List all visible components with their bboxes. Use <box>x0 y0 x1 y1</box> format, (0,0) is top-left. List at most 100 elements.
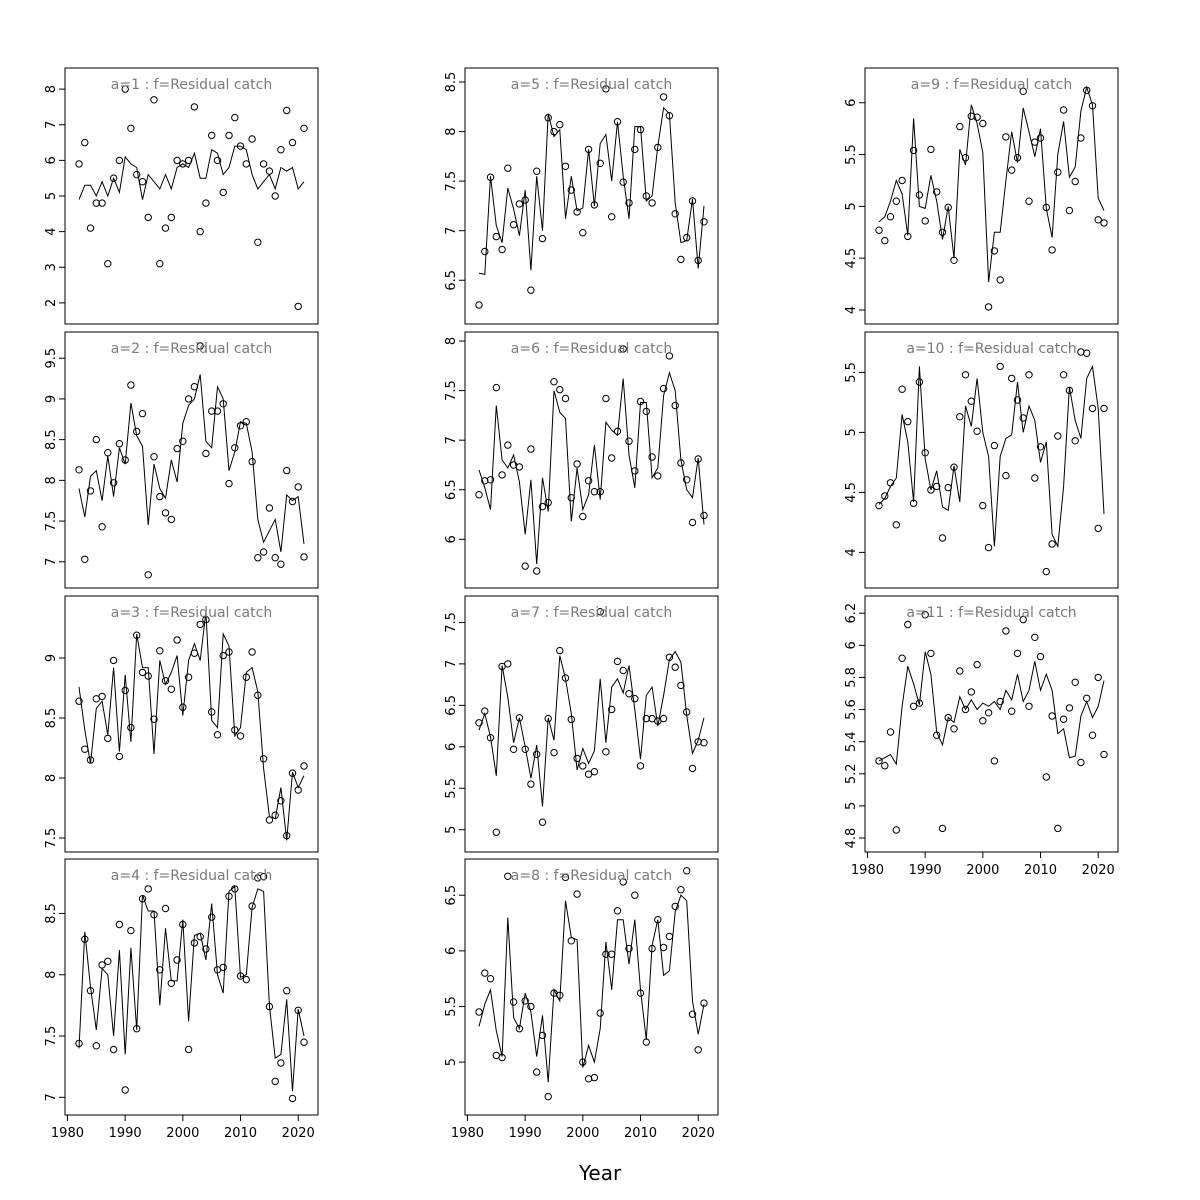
observed-point <box>933 731 941 739</box>
observed-point <box>81 745 89 753</box>
observed-point <box>602 394 610 403</box>
y-tick-label: 7 <box>444 227 459 235</box>
observed-point <box>1059 106 1068 114</box>
observed-point <box>875 501 883 510</box>
observed-point <box>527 1002 535 1011</box>
y-tick-label: 4.5 <box>844 482 859 503</box>
y-tick-label: 5 <box>844 202 859 210</box>
observed-point <box>481 477 489 485</box>
observed-point <box>898 176 906 185</box>
panel-frame <box>864 331 1119 589</box>
observed-point <box>115 920 124 929</box>
observed-point <box>1088 102 1097 110</box>
observed-point <box>521 997 529 1005</box>
y-tick-label: 4 <box>844 548 859 556</box>
observed-point <box>602 85 610 93</box>
observed-point <box>104 957 112 965</box>
observed-point <box>619 878 627 886</box>
panel-frame <box>864 595 1119 853</box>
observed-point <box>590 201 599 209</box>
y-tick-label: 6 <box>44 156 59 164</box>
observed-point <box>683 233 691 242</box>
observed-point <box>184 673 193 681</box>
fitted-line <box>478 106 705 275</box>
observed-point <box>596 1009 604 1017</box>
observed-point <box>127 723 135 732</box>
observed-point <box>683 867 691 875</box>
observed-point <box>904 232 912 241</box>
observed-point <box>288 497 297 506</box>
observed-point <box>1019 87 1027 96</box>
observed-point <box>654 143 662 152</box>
observed-point <box>677 459 685 467</box>
panel-a8: 5 5.5 6 6.5 1980 1990 2000 2010 2020 a=8 : f=Resi… <box>444 858 719 1141</box>
observed-point <box>613 657 622 666</box>
observed-point <box>98 199 106 207</box>
observed-point <box>596 159 604 168</box>
observed-point <box>288 1094 297 1103</box>
y-tick-label: 2 <box>44 299 59 307</box>
observed-point <box>659 384 668 393</box>
observed-point <box>659 93 668 101</box>
observed-point <box>961 705 970 714</box>
observed-point <box>642 192 650 200</box>
observed-point <box>271 1077 279 1086</box>
observed-point <box>1042 203 1051 212</box>
observed-point <box>881 762 889 770</box>
x-tick-label: 2000 <box>566 1126 599 1141</box>
observed-point <box>700 739 708 747</box>
observed-point <box>671 902 679 911</box>
observed-point <box>179 160 187 168</box>
observed-point <box>1077 348 1085 356</box>
panel-title: a=5 : f=Residual catch <box>511 77 672 93</box>
observed-point <box>515 714 524 722</box>
observed-point <box>990 247 999 255</box>
observed-point <box>561 873 570 882</box>
observed-point <box>138 409 147 418</box>
observed-point <box>300 124 308 133</box>
observed-point <box>648 944 656 953</box>
observed-point <box>648 453 656 461</box>
observed-point <box>898 385 906 393</box>
observed-point <box>259 160 268 168</box>
observed-point <box>608 705 616 714</box>
observed-point <box>98 961 106 969</box>
observed-point <box>202 199 210 207</box>
observed-point <box>271 554 279 562</box>
observed-point <box>538 234 547 243</box>
observed-point <box>486 173 495 181</box>
observed-point <box>1025 371 1033 379</box>
observed-point <box>625 690 633 698</box>
observed-point <box>544 1092 552 1101</box>
observed-point <box>590 1073 599 1082</box>
observed-point <box>556 385 564 394</box>
y-tick-label: 9.5 <box>44 348 59 369</box>
observed-point <box>544 498 552 507</box>
panel-a7: 5 5.5 6 6.5 7 7.5 a=7 : f=Residual catch <box>444 595 719 853</box>
observed-point <box>98 523 106 531</box>
observed-point <box>608 454 616 462</box>
observed-point <box>265 816 274 824</box>
observed-point <box>283 987 291 995</box>
observed-point <box>665 352 674 360</box>
x-tick-label: 2000 <box>966 863 999 878</box>
y-tick-label: 7 <box>44 121 59 129</box>
observed-point <box>1036 134 1045 142</box>
observed-point <box>613 907 622 915</box>
panel-title: a=8 : f=Residual catch <box>511 868 672 884</box>
observed-point <box>138 895 147 903</box>
y-tick-label: 8.5 <box>44 708 59 729</box>
observed-point <box>984 709 993 717</box>
observed-point <box>75 160 83 168</box>
observed-point <box>973 660 981 669</box>
observed-point <box>283 106 291 115</box>
y-tick-label: 5.4 <box>844 731 859 752</box>
observed-point <box>173 444 181 453</box>
fitted-line <box>878 85 1105 283</box>
panel-frame <box>64 858 319 1116</box>
observed-point <box>521 745 529 753</box>
observed-point <box>242 160 251 168</box>
panel-frame <box>464 858 719 1116</box>
observed-point <box>1083 86 1091 95</box>
